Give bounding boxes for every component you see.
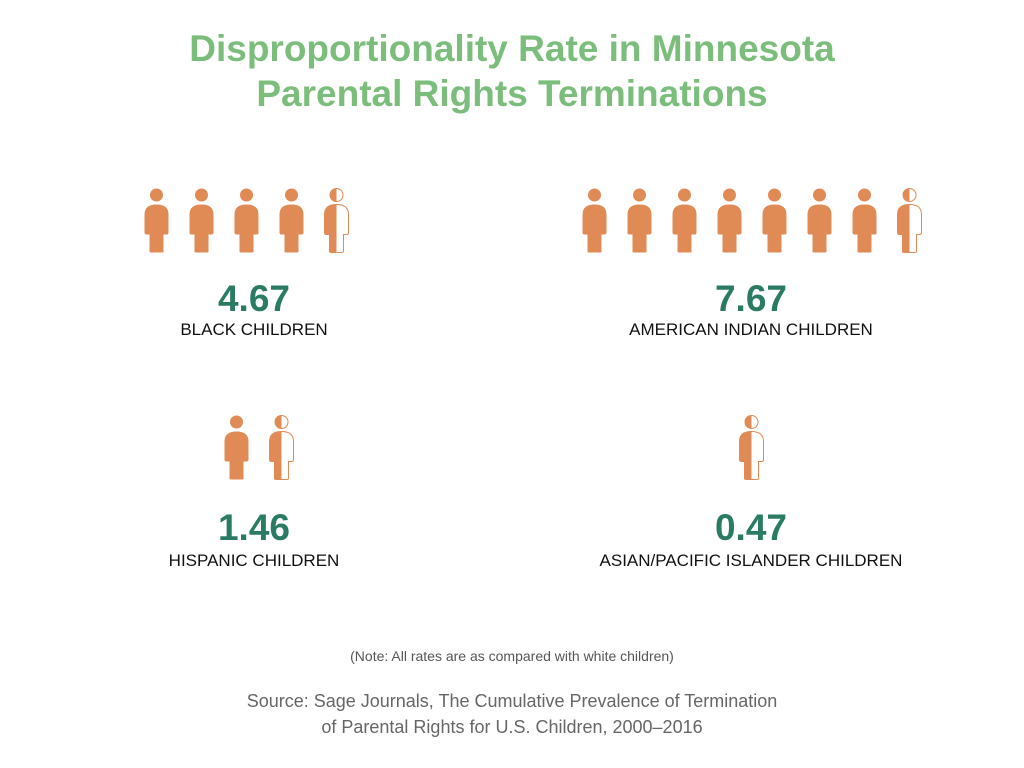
person-icon — [672, 188, 697, 253]
person-icon — [144, 188, 169, 253]
person-icon — [189, 188, 214, 253]
source-line-2: of Parental Rights for U.S. Children, 20… — [321, 717, 703, 737]
pictogram-svg — [739, 415, 764, 480]
pictogram-american-indian-children — [582, 188, 942, 259]
person-icon — [279, 188, 304, 253]
title-line-1: Disproportionality Rate in Minnesota — [189, 28, 835, 69]
value-american-indian-children: 7.67 — [714, 278, 787, 319]
label-asian-pacific-islander-children: ASIAN/PACIFIC ISLANDER CHILDREN — [599, 551, 903, 570]
person-icon — [269, 415, 294, 480]
source: Source: Sage Journals, The Cumulative Pr… — [0, 688, 1024, 740]
note: (Note: All rates are as compared with wh… — [350, 648, 674, 664]
pictogram-svg — [582, 188, 922, 253]
person-icon — [739, 415, 764, 480]
person-icon — [717, 188, 742, 253]
value-asian-pacific-islander-children: 0.47 — [714, 507, 787, 548]
pictogram-svg — [224, 415, 294, 480]
pictogram-hispanic-children — [224, 415, 314, 486]
value-hispanic-children: 1.46 — [217, 507, 290, 548]
person-icon — [234, 188, 259, 253]
label-hispanic-children: HISPANIC CHILDREN — [168, 551, 340, 570]
pictogram-svg — [144, 188, 349, 253]
person-icon — [627, 188, 652, 253]
person-icon — [762, 188, 787, 253]
person-icon — [324, 188, 349, 253]
chart-title: Disproportionality Rate in Minnesota Par… — [0, 26, 1024, 116]
person-icon — [582, 188, 607, 253]
pictogram-asian-pacific-islander-children — [739, 415, 784, 486]
person-icon — [807, 188, 832, 253]
person-icon — [897, 188, 922, 253]
person-icon — [224, 415, 249, 480]
person-icon — [852, 188, 877, 253]
value-black-children: 4.67 — [217, 278, 290, 319]
pictogram-black-children — [144, 188, 369, 259]
title-line-2: Parental Rights Terminations — [256, 73, 768, 114]
label-black-children: BLACK CHILDREN — [180, 320, 328, 339]
source-line-1: Source: Sage Journals, The Cumulative Pr… — [246, 691, 778, 711]
label-american-indian-children: AMERICAN INDIAN CHILDREN — [629, 320, 873, 339]
